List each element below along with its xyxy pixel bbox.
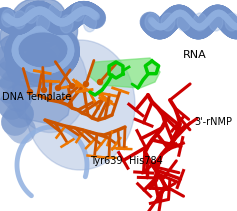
Ellipse shape	[25, 5, 38, 23]
Ellipse shape	[13, 11, 26, 29]
Ellipse shape	[177, 13, 191, 31]
Ellipse shape	[9, 0, 52, 51]
Ellipse shape	[25, 40, 135, 170]
Text: Tyr639: Tyr639	[90, 156, 123, 166]
Ellipse shape	[60, 15, 73, 33]
Ellipse shape	[83, 81, 88, 87]
Ellipse shape	[37, 14, 50, 32]
Ellipse shape	[13, 38, 87, 133]
Ellipse shape	[27, 89, 32, 95]
Ellipse shape	[97, 80, 102, 84]
Text: 3'-rNMP: 3'-rNMP	[194, 117, 232, 127]
Ellipse shape	[225, 13, 237, 31]
Ellipse shape	[145, 13, 159, 31]
Ellipse shape	[31, 30, 79, 75]
Ellipse shape	[1, 9, 14, 27]
Ellipse shape	[20, 43, 71, 87]
Polygon shape	[10, 78, 72, 125]
Ellipse shape	[0, 33, 48, 75]
Text: His784: His784	[129, 156, 163, 166]
Ellipse shape	[193, 13, 207, 31]
Ellipse shape	[41, 88, 46, 92]
Ellipse shape	[161, 13, 175, 31]
Ellipse shape	[69, 84, 74, 88]
Ellipse shape	[48, 3, 61, 21]
Ellipse shape	[55, 85, 60, 91]
Ellipse shape	[0, 11, 42, 64]
Text: DNA Template: DNA Template	[2, 92, 72, 102]
Ellipse shape	[22, 0, 66, 49]
Ellipse shape	[83, 14, 96, 32]
Ellipse shape	[31, 12, 77, 60]
Ellipse shape	[6, 45, 58, 87]
Polygon shape	[88, 58, 160, 88]
Ellipse shape	[72, 3, 85, 21]
Text: RNA: RNA	[182, 50, 206, 60]
Ellipse shape	[209, 13, 223, 31]
